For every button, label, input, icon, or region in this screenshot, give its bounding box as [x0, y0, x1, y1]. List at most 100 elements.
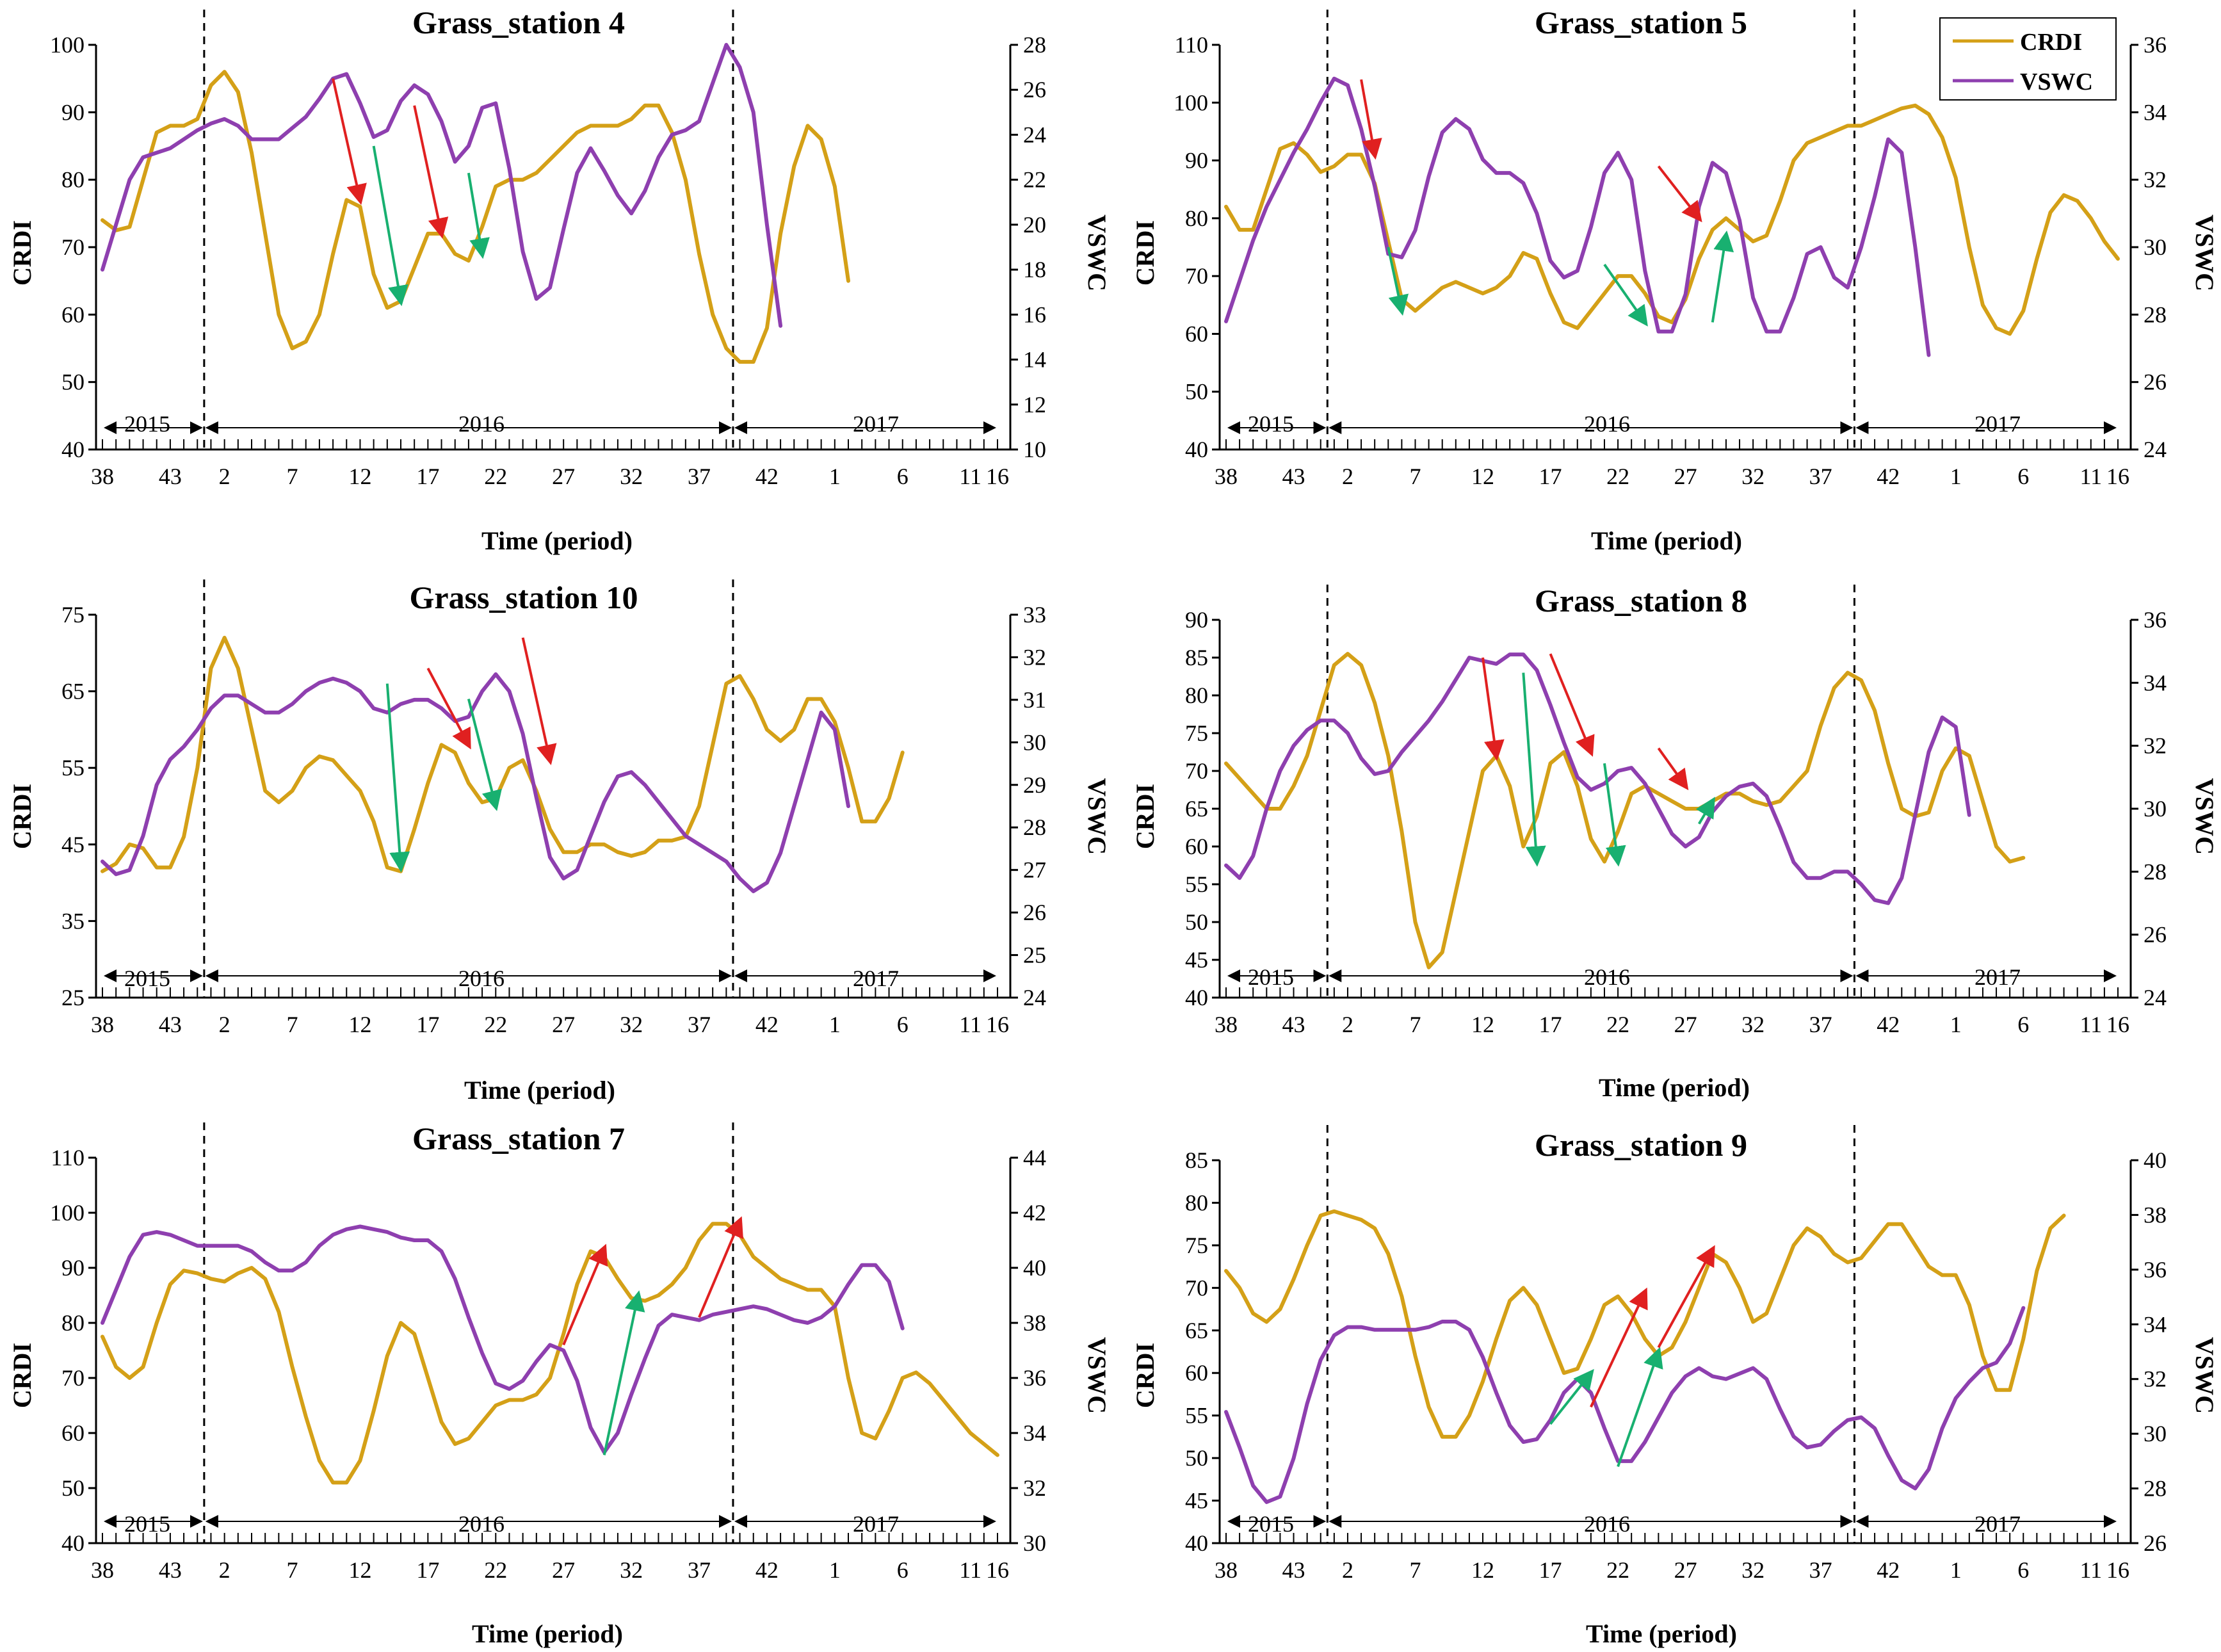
y-tick-label-right: 32: [2144, 167, 2167, 193]
y-tick-label-left: 60: [61, 1420, 85, 1446]
y-tick-label-right: 30: [1023, 1530, 1046, 1556]
x-tick-label: 37: [688, 464, 711, 489]
series-line-vswc: [101, 1224, 905, 1455]
y-tick-label-left: 75: [61, 602, 85, 628]
y-tick-label-left: 50: [61, 369, 85, 395]
y-axis-label-right: VSWC: [2190, 1337, 2219, 1414]
annotation-arrow-red: [413, 105, 449, 239]
x-tick-label: 7: [1409, 1557, 1421, 1583]
y-tick-label-right: 30: [1023, 729, 1046, 755]
y-axis-label-left: CRDI: [1131, 220, 1159, 286]
x-tick-label: 17: [1539, 464, 1562, 489]
x-tick-label: 42: [1877, 1012, 1900, 1037]
series-line-vswc: [1224, 652, 1971, 905]
y-tick-label-right: 26: [2144, 1530, 2167, 1556]
x-tick-label: 42: [1877, 1557, 1900, 1583]
y-tick-label-left: 35: [61, 908, 85, 934]
y-tick-label-right: 26: [2144, 369, 2167, 395]
y-tick-label-left: 45: [61, 832, 85, 857]
x-tick-label: 7: [1409, 1012, 1421, 1037]
x-tick-label: 42: [755, 1012, 779, 1037]
x-tick-label: 1: [1950, 1012, 1962, 1037]
annotation-arrow-red: [521, 637, 557, 766]
x-tick-label: 2: [1342, 1012, 1353, 1037]
x-tick-label: 22: [1606, 1557, 1629, 1583]
y-tick-label-right: 28: [2144, 859, 2167, 884]
y-tick-label-left: 80: [1185, 1190, 1208, 1215]
x-tick-label: 43: [1282, 464, 1305, 489]
y-tick-label-right: 30: [2144, 234, 2167, 260]
x-tick-label: 1: [829, 1012, 841, 1037]
annotation-arrow-red: [332, 78, 367, 206]
y-tick-label-right: 28: [2144, 302, 2167, 327]
y-tick-label-left: 40: [1185, 1530, 1208, 1556]
x-tick-label: 17: [416, 1557, 439, 1583]
y-tick-label-right: 24: [1023, 122, 1046, 147]
year-label-2016: 2016: [458, 1511, 505, 1537]
y-tick-label-left: 110: [51, 1145, 85, 1170]
annotation-arrow-green: [1617, 1347, 1663, 1468]
legend-label-crdi: CRDI: [2020, 29, 2082, 56]
y-axis-label-left: CRDI: [8, 784, 36, 849]
y-tick-label-left: 45: [1185, 947, 1208, 973]
x-axis-label: Time (period): [1591, 526, 1742, 555]
y-tick-label-right: 44: [1023, 1145, 1046, 1170]
y-tick-label-right: 38: [2144, 1202, 2167, 1227]
x-tick-label: 1: [829, 464, 841, 489]
x-tick-label: 11: [2080, 1012, 2102, 1037]
y-tick-label-left: 80: [61, 167, 85, 193]
x-tick-label: 27: [552, 1012, 575, 1037]
x-tick-label: 43: [1282, 1557, 1305, 1583]
x-tick-label: 17: [1539, 1012, 1562, 1037]
x-tick-label: 43: [159, 1557, 182, 1583]
x-tick-label: 43: [159, 464, 182, 489]
chart-panel-grass-station-5: Grass_station 5 CRDI VSWC Time (period) …: [1131, 4, 2219, 555]
x-tick-label: 27: [1674, 1012, 1697, 1037]
y-tick-label-right: 25: [1023, 943, 1046, 968]
y-tick-label-left: 85: [1185, 645, 1208, 670]
y-tick-label-right: 14: [1023, 347, 1046, 373]
chart-panel-grass-station-7: Grass_station 7 CRDI VSWC Time (period) …: [8, 1121, 1111, 1648]
x-tick-label: 38: [91, 1557, 114, 1583]
x-tick-label: 16: [986, 1557, 1009, 1583]
x-tick-label: 12: [1471, 1012, 1494, 1037]
x-tick-label: 16: [2106, 1012, 2129, 1037]
annotation-arrow-red: [426, 667, 471, 750]
y-tick-label-right: 30: [2144, 796, 2167, 822]
y-tick-label-left: 40: [1185, 437, 1208, 462]
year-label-2015: 2015: [124, 1511, 170, 1537]
y-tick-label-left: 70: [1185, 1275, 1208, 1300]
annotation-arrow-green: [1695, 797, 1715, 825]
y-tick-label-right: 26: [1023, 900, 1046, 925]
series-line-crdi: [1224, 1209, 2066, 1439]
y-tick-label-right: 40: [1023, 1255, 1046, 1281]
chart-title: Grass_station 8: [1535, 583, 1747, 619]
x-tick-label: 32: [1741, 1557, 1765, 1583]
y-tick-label-left: 65: [61, 679, 85, 704]
x-tick-label: 38: [1215, 464, 1238, 489]
y-tick-label-left: 50: [1185, 1445, 1208, 1471]
x-axis-label: Time (period): [481, 526, 633, 555]
year-label-2016: 2016: [458, 966, 505, 991]
x-tick-label: 16: [986, 1012, 1009, 1037]
annotation-arrow-green: [1549, 1368, 1594, 1425]
x-tick-label: 2: [1342, 464, 1353, 489]
y-axis-label-left: CRDI: [8, 1343, 36, 1408]
x-tick-label: 22: [484, 1557, 507, 1583]
x-tick-label: 22: [484, 1012, 507, 1037]
x-tick-label: 37: [688, 1557, 711, 1583]
y-tick-label-right: 34: [2144, 1311, 2167, 1337]
year-label-2015: 2015: [1248, 411, 1294, 437]
chart-panel-grass-station-8: Grass_station 8 CRDI VSWC Time (period) …: [1131, 583, 2219, 1102]
y-tick-label-left: 25: [61, 985, 85, 1010]
year-label-2017: 2017: [1975, 411, 2021, 437]
x-tick-label: 37: [1809, 464, 1832, 489]
annotation-arrow-green: [1711, 231, 1734, 323]
y-tick-label-right: 26: [2144, 922, 2167, 948]
x-tick-label: 7: [287, 464, 298, 489]
annotation-arrow-green: [372, 145, 408, 307]
y-tick-label-right: 20: [1023, 212, 1046, 238]
y-tick-label-right: 16: [1023, 302, 1046, 327]
y-axis-label-left: CRDI: [8, 220, 36, 286]
